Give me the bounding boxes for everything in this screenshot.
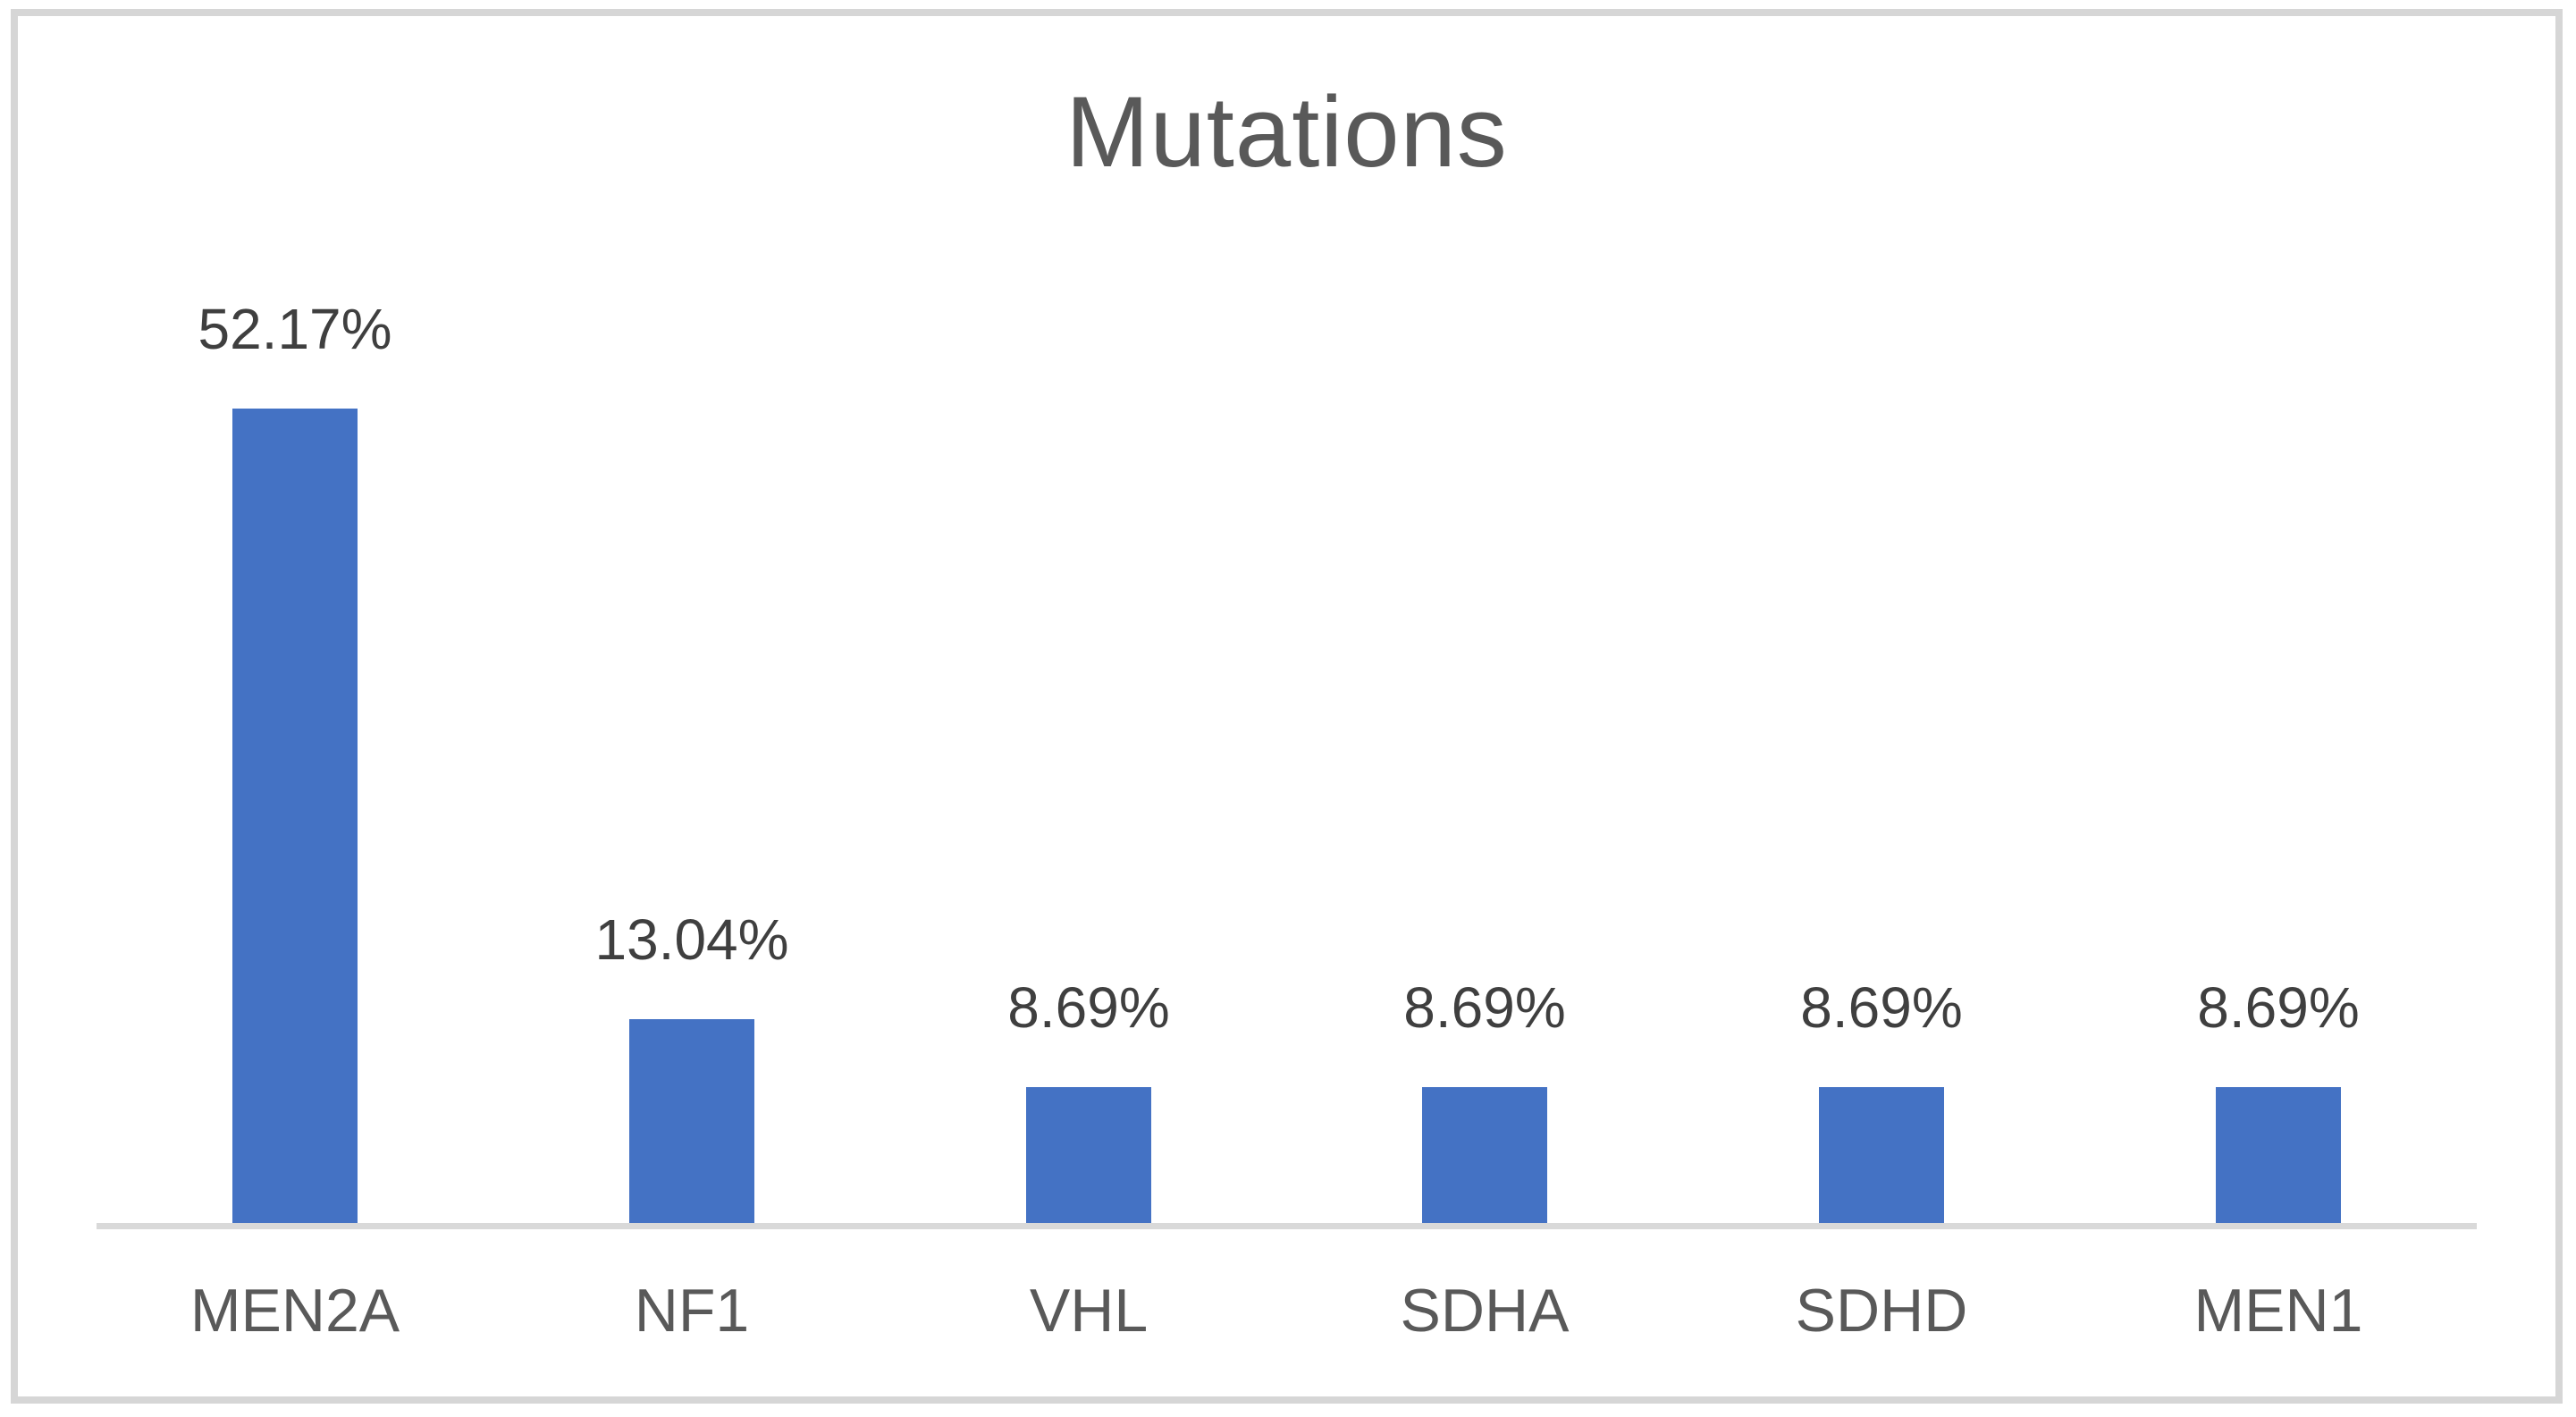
data-label-nf1: 13.04% <box>594 907 789 972</box>
bar-men2a <box>232 409 358 1223</box>
category-label-nf1: NF1 <box>634 1277 750 1345</box>
category-label-men2a: MEN2A <box>189 1277 400 1345</box>
bar-vhl <box>1026 1087 1151 1223</box>
category-label-men1: MEN1 <box>2193 1277 2363 1345</box>
data-label-men2a: 52.17% <box>198 297 392 361</box>
x-axis-line <box>97 1223 2477 1229</box>
bar-sdhd <box>1819 1087 1944 1223</box>
bar-men1 <box>2216 1087 2341 1223</box>
category-label-vhl: VHL <box>1029 1277 1149 1345</box>
category-label-sdhd: SDHD <box>1795 1277 1968 1345</box>
data-label-sdhd: 8.69% <box>1800 975 1963 1040</box>
data-label-sdha: 8.69% <box>1403 975 1566 1040</box>
bar-sdha <box>1422 1087 1547 1223</box>
data-label-men1: 8.69% <box>2197 975 2360 1040</box>
bar-nf1 <box>629 1019 754 1223</box>
data-label-vhl: 8.69% <box>1007 975 1170 1040</box>
chart-title: Mutations <box>1065 76 1508 188</box>
category-label-sdha: SDHA <box>1400 1277 1570 1345</box>
